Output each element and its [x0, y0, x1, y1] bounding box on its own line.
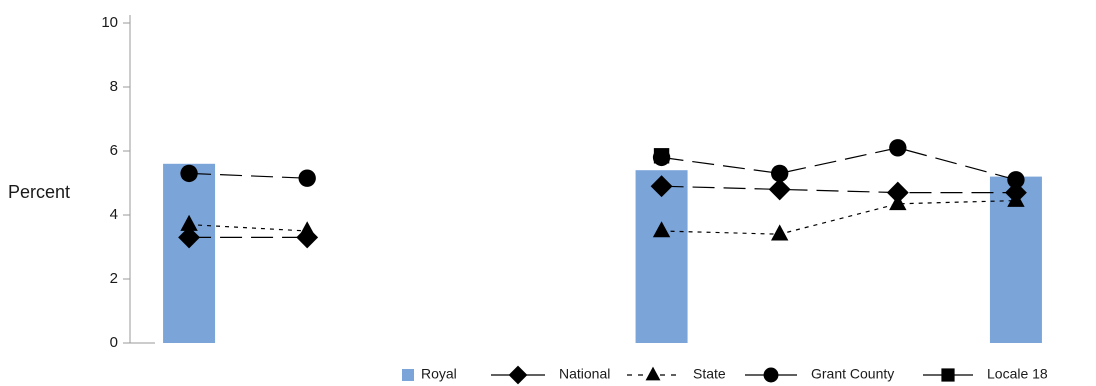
y-axis-label: Percent	[8, 182, 70, 202]
y-tick-label: 10	[101, 14, 118, 31]
legend-marker-grant-county	[763, 367, 779, 383]
point-national	[178, 226, 200, 249]
point-state	[180, 214, 198, 231]
point-locale-18	[653, 148, 670, 164]
series-line-state	[189, 224, 308, 232]
series-national	[178, 175, 1027, 249]
point-state	[1007, 190, 1025, 207]
legend-label: National	[559, 366, 610, 382]
legend-label: Grant County	[811, 366, 894, 382]
bar-royal	[635, 170, 688, 343]
legend: Royal National State Grant County Locale 18	[402, 365, 1048, 385]
legend-label: State	[693, 366, 726, 382]
point-state	[298, 221, 316, 238]
series-line-grant-county	[189, 172, 308, 179]
point-national	[296, 226, 319, 249]
bar-series	[163, 163, 1042, 343]
y-tick-label: 2	[110, 270, 118, 287]
legend-marker-state	[645, 366, 661, 381]
legend-marker-locale-18	[941, 368, 955, 382]
legend-swatch-royal	[402, 369, 414, 381]
series-locale-18	[653, 148, 670, 164]
point-grant-county	[771, 164, 789, 183]
point-state	[771, 224, 789, 241]
y-tick-label: 0	[110, 334, 118, 351]
point-national	[768, 178, 791, 201]
series-state	[180, 190, 1025, 241]
point-grant-county	[889, 139, 907, 157]
y-tick-label: 4	[110, 206, 118, 223]
y-tick-label: 6	[110, 142, 118, 159]
point-national	[650, 175, 673, 198]
point-state	[652, 221, 671, 238]
series-line-national	[661, 185, 1016, 194]
point-national	[886, 181, 909, 204]
point-grant-county	[1007, 171, 1025, 189]
point-grant-county	[298, 169, 316, 187]
point-grant-county	[180, 164, 198, 183]
line-series	[178, 139, 1027, 249]
legend-marker-national	[508, 365, 528, 385]
legend-label: Royal	[421, 366, 457, 382]
bar-royal	[163, 163, 216, 343]
series-grant-county	[180, 139, 1025, 189]
series-line-state	[661, 200, 1016, 235]
y-axis: 0 2 4 6 8 10	[101, 14, 155, 351]
point-state	[889, 194, 907, 211]
y-tick-label: 8	[110, 78, 118, 95]
legend-label: Locale 18	[987, 366, 1048, 382]
series-line-grant-county	[661, 147, 1017, 181]
